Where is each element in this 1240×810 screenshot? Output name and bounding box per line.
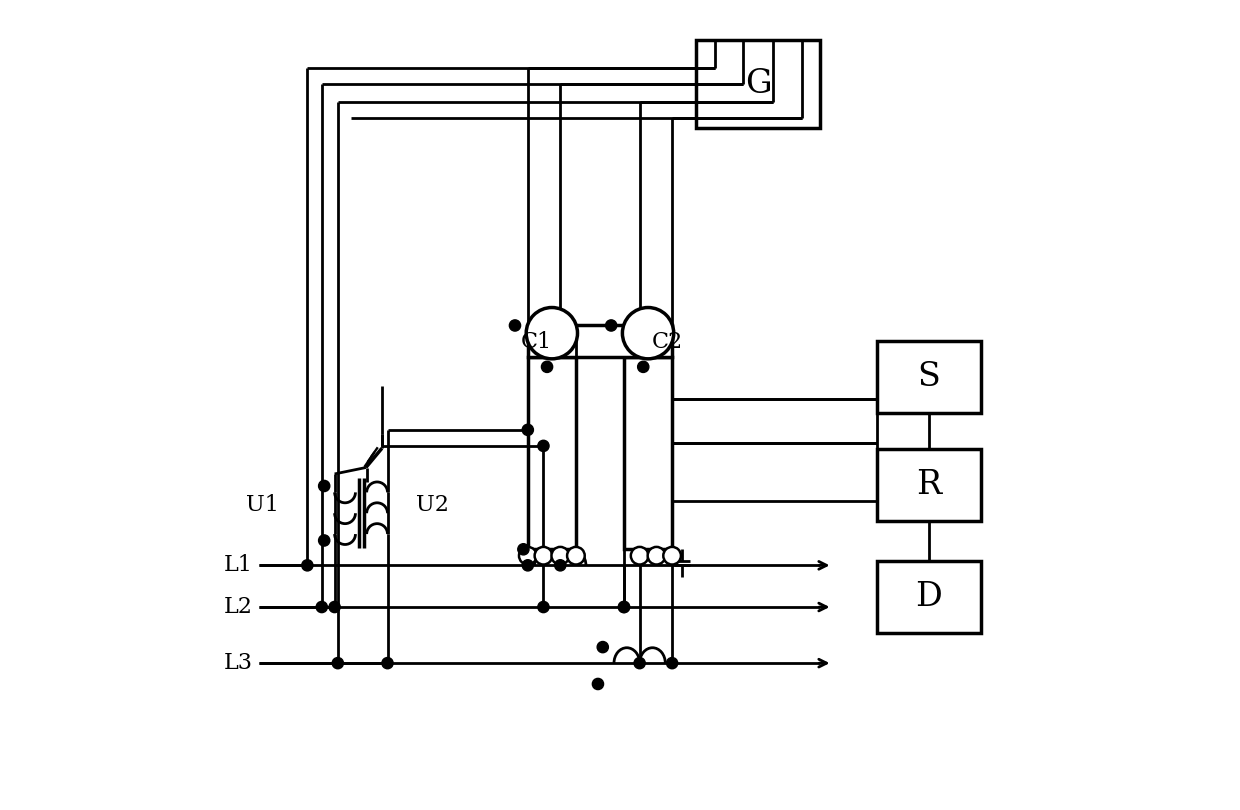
Bar xyxy=(877,449,981,522)
Circle shape xyxy=(567,547,585,565)
Circle shape xyxy=(518,544,529,555)
Circle shape xyxy=(332,658,343,669)
Circle shape xyxy=(538,601,549,612)
Circle shape xyxy=(510,320,521,331)
Text: C1: C1 xyxy=(521,331,552,353)
Text: U1: U1 xyxy=(247,494,279,516)
Circle shape xyxy=(538,441,549,451)
Circle shape xyxy=(619,601,630,612)
Bar xyxy=(877,561,981,633)
Text: R: R xyxy=(916,469,941,501)
Text: S: S xyxy=(918,361,940,393)
Circle shape xyxy=(316,601,327,612)
Circle shape xyxy=(329,601,340,612)
Circle shape xyxy=(593,678,604,689)
Bar xyxy=(696,40,821,129)
Circle shape xyxy=(522,560,533,571)
Circle shape xyxy=(598,642,609,653)
Circle shape xyxy=(526,308,578,359)
Circle shape xyxy=(301,560,312,571)
Text: D: D xyxy=(915,582,942,613)
Circle shape xyxy=(622,308,673,359)
Text: C2: C2 xyxy=(652,331,683,353)
Circle shape xyxy=(534,547,552,565)
Circle shape xyxy=(520,547,537,565)
Circle shape xyxy=(522,424,533,436)
Bar xyxy=(877,341,981,413)
Circle shape xyxy=(542,361,553,373)
Circle shape xyxy=(663,547,681,565)
Circle shape xyxy=(647,547,666,565)
Text: U2: U2 xyxy=(415,494,449,516)
Text: L3: L3 xyxy=(224,652,253,674)
Bar xyxy=(624,357,672,549)
Text: L1: L1 xyxy=(224,554,253,577)
Circle shape xyxy=(605,320,616,331)
Text: L2: L2 xyxy=(224,596,253,618)
Circle shape xyxy=(382,658,393,669)
Circle shape xyxy=(637,361,649,373)
Circle shape xyxy=(619,601,630,612)
Circle shape xyxy=(554,560,565,571)
Circle shape xyxy=(319,535,330,546)
Circle shape xyxy=(666,658,678,669)
Circle shape xyxy=(634,658,645,669)
Bar xyxy=(528,357,575,549)
Text: G: G xyxy=(745,68,771,100)
Circle shape xyxy=(319,480,330,492)
Bar xyxy=(528,325,672,357)
Circle shape xyxy=(631,547,649,565)
Circle shape xyxy=(552,547,569,565)
